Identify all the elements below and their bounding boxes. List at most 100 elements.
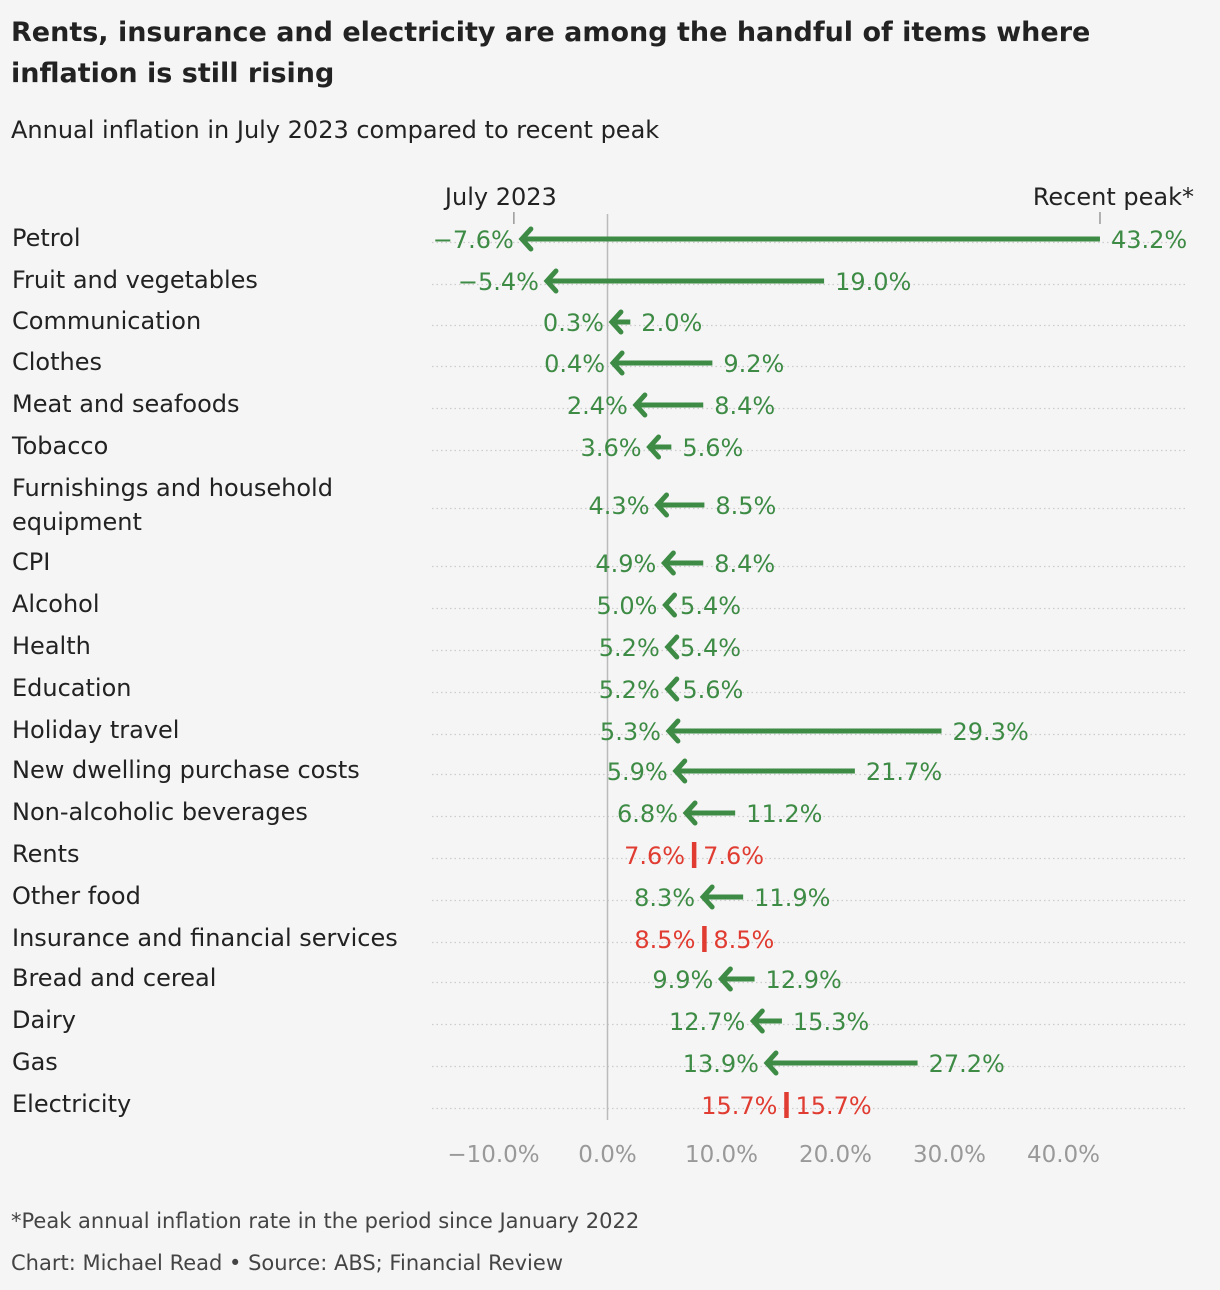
peak-value-label: 2.0% [641, 309, 702, 337]
category-label: Insurance and financial services [12, 924, 398, 952]
category-label: Tobacco [12, 432, 109, 460]
arrow-head [660, 550, 676, 576]
row-mark: 8.5% 8.5% [634, 926, 774, 954]
category-label: Alcohol [12, 590, 100, 618]
arrow-head [717, 966, 733, 992]
current-value-label: 5.3% [600, 718, 661, 746]
category-label: Other food [12, 882, 141, 910]
category-label: Clothes [12, 348, 102, 376]
row-mark: 6.8% 11.2% [617, 800, 822, 828]
arrow-head [763, 1050, 779, 1076]
chart-title: Rents, insurance and electricity are amo… [11, 17, 1091, 89]
x-tick-label: 0.0% [578, 1142, 636, 1168]
row-mark: 2.4% 8.4% [567, 392, 775, 420]
row-mark: 9.9% 12.9% [652, 966, 841, 994]
peak-value-label: 8.4% [714, 550, 775, 578]
category-label: Dairy [12, 1006, 76, 1034]
arrow-head [632, 392, 648, 418]
current-value-label: 12.7% [669, 1008, 745, 1036]
current-value-label: 6.8% [617, 800, 678, 828]
category-label: Gas [12, 1048, 58, 1076]
peak-value-label: 8.4% [714, 392, 775, 420]
current-value-label: 3.6% [581, 434, 642, 462]
current-value-label: 5.2% [599, 634, 660, 662]
chart-subtitle: Annual inflation in July 2023 compared t… [11, 116, 660, 144]
current-value-label: 9.9% [652, 966, 713, 994]
row-mark: 0.3% 2.0% [543, 309, 702, 337]
category-label: Rents [12, 840, 80, 868]
current-value-label: 13.9% [683, 1050, 759, 1078]
row-mark: 12.7% 15.3% [669, 1008, 869, 1036]
current-value-label: 7.6% [624, 842, 685, 870]
category-label: Electricity [12, 1090, 132, 1118]
category-label: Communication [12, 307, 202, 335]
peak-value-label: 12.9% [766, 966, 842, 994]
row-mark: 5.0% 5.4% [597, 592, 742, 620]
peak-value-label: 7.6% [703, 842, 764, 870]
peak-value-label: 5.6% [682, 676, 743, 704]
category-label: Fruit and vegetables [12, 266, 258, 294]
peak-value-label: 8.5% [715, 492, 776, 520]
arrow-head [654, 492, 670, 518]
peak-value-label: 11.2% [746, 800, 822, 828]
row-mark: 5.9% 21.7% [607, 758, 942, 786]
arrow-head [608, 309, 624, 335]
arrow-head [749, 1008, 765, 1034]
x-tick-label: 20.0% [799, 1142, 872, 1168]
category-label: Holiday travel [12, 716, 180, 744]
peak-value-label: 5.4% [680, 634, 741, 662]
current-value-label: 0.3% [543, 309, 604, 337]
row-mark: 8.3% 11.9% [634, 884, 830, 912]
peak-value-label: 8.5% [713, 926, 774, 954]
x-tick-label: 40.0% [1027, 1142, 1100, 1168]
current-value-label: 5.9% [607, 758, 668, 786]
arrow-head [646, 434, 662, 460]
peak-value-label: 15.3% [793, 1008, 869, 1036]
arrow-head [609, 350, 625, 376]
arrow-head [672, 758, 688, 784]
current-value-label: 8.3% [634, 884, 695, 912]
peak-value-label: 29.3% [953, 718, 1029, 746]
category-label: New dwelling purchase costs [12, 756, 360, 784]
row-mark: 5.3% 29.3% [600, 718, 1029, 746]
peak-value-label: 9.2% [723, 350, 784, 378]
row-mark: 5.2% 5.6% [599, 676, 744, 704]
arrow-head [664, 634, 680, 660]
current-value-label: −7.6% [433, 226, 514, 254]
arrow-head [665, 718, 681, 744]
current-value-label: 4.9% [595, 550, 656, 578]
arrow-head [662, 592, 677, 618]
arrow-head [543, 268, 559, 294]
row-mark: 5.2% 5.4% [599, 634, 741, 662]
arrow-head [699, 884, 715, 910]
x-tick-label: −10.0% [447, 1142, 539, 1168]
peak-value-label: 11.9% [754, 884, 830, 912]
x-tick-label: 30.0% [913, 1142, 986, 1168]
current-value-label: 15.7% [701, 1092, 777, 1120]
current-value-label: 8.5% [634, 926, 695, 954]
peak-value-label: 5.6% [682, 434, 743, 462]
x-tick-label: 10.0% [685, 1142, 758, 1168]
peak-value-label: 5.4% [680, 592, 741, 620]
row-mark: 4.9% 8.4% [595, 550, 775, 578]
category-label: Education [12, 674, 132, 702]
row-mark: −5.4% 19.0% [458, 268, 912, 296]
row-mark: 0.4% 9.2% [544, 350, 784, 378]
row-mark: 7.6% 7.6% [624, 842, 764, 870]
peak-value-label: 19.0% [835, 268, 911, 296]
footnote: *Peak annual inflation rate in the perio… [11, 1209, 640, 1233]
current-value-label: 5.2% [599, 676, 660, 704]
legend-peak-label: Recent peak* [1033, 183, 1194, 211]
arrow-head [518, 226, 534, 252]
arrow-head [682, 800, 698, 826]
category-label: Furnishings and household equipment [12, 474, 333, 536]
arrow-head [664, 676, 680, 702]
row-mark: 3.6% 5.6% [581, 434, 744, 462]
source-credit: Chart: Michael Read • Source: ABS; Finan… [11, 1251, 563, 1275]
row-mark: −7.6% 43.2% [433, 226, 1187, 254]
current-value-label: −5.4% [458, 268, 539, 296]
peak-value-label: 27.2% [929, 1050, 1005, 1078]
peak-value-label: 21.7% [866, 758, 942, 786]
peak-value-label: 15.7% [795, 1092, 871, 1120]
